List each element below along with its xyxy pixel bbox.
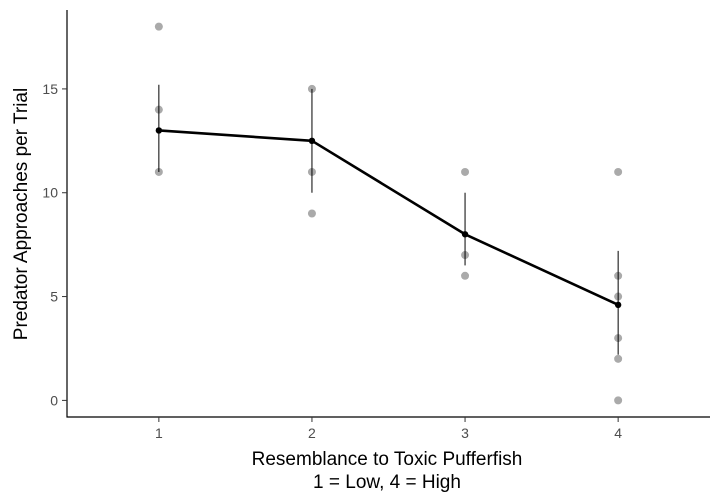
x-axis-title-line2: 1 = Low, 4 = High <box>313 472 461 493</box>
y-tick-label: 15 <box>42 81 58 97</box>
raw-data-point <box>461 271 470 280</box>
raw-data-point <box>461 167 470 176</box>
raw-data-point <box>307 209 316 218</box>
x-axis-title-line1: Resemblance to Toxic Pufferfish <box>252 449 523 470</box>
mean-line <box>158 129 619 307</box>
y-tick-label: 5 <box>50 289 58 305</box>
mean-point <box>308 137 316 145</box>
raw-data-point <box>614 396 623 405</box>
raw-points-layer <box>154 22 623 405</box>
mean-point <box>614 301 622 309</box>
mean-line-layer <box>155 127 622 309</box>
x-tick-label: 1 <box>155 425 163 441</box>
x-tick-label: 3 <box>461 425 469 441</box>
mean-point <box>155 127 163 134</box>
x-tick-label: 4 <box>614 425 622 441</box>
raw-data-point <box>154 22 163 31</box>
y-tick-label: 0 <box>50 392 58 408</box>
x-tick-label: 2 <box>308 425 316 441</box>
mean-point <box>461 231 469 238</box>
y-tick-label: 10 <box>42 185 58 201</box>
axes-layer <box>62 10 710 422</box>
error-bars-layer <box>158 84 619 355</box>
y-axis-title: Predator Approaches per Trial <box>11 88 32 340</box>
raw-data-point <box>614 354 623 363</box>
tick-labels-layer: 1 2 3 4 0 5 10 15 <box>42 81 622 441</box>
raw-data-point <box>614 167 623 176</box>
